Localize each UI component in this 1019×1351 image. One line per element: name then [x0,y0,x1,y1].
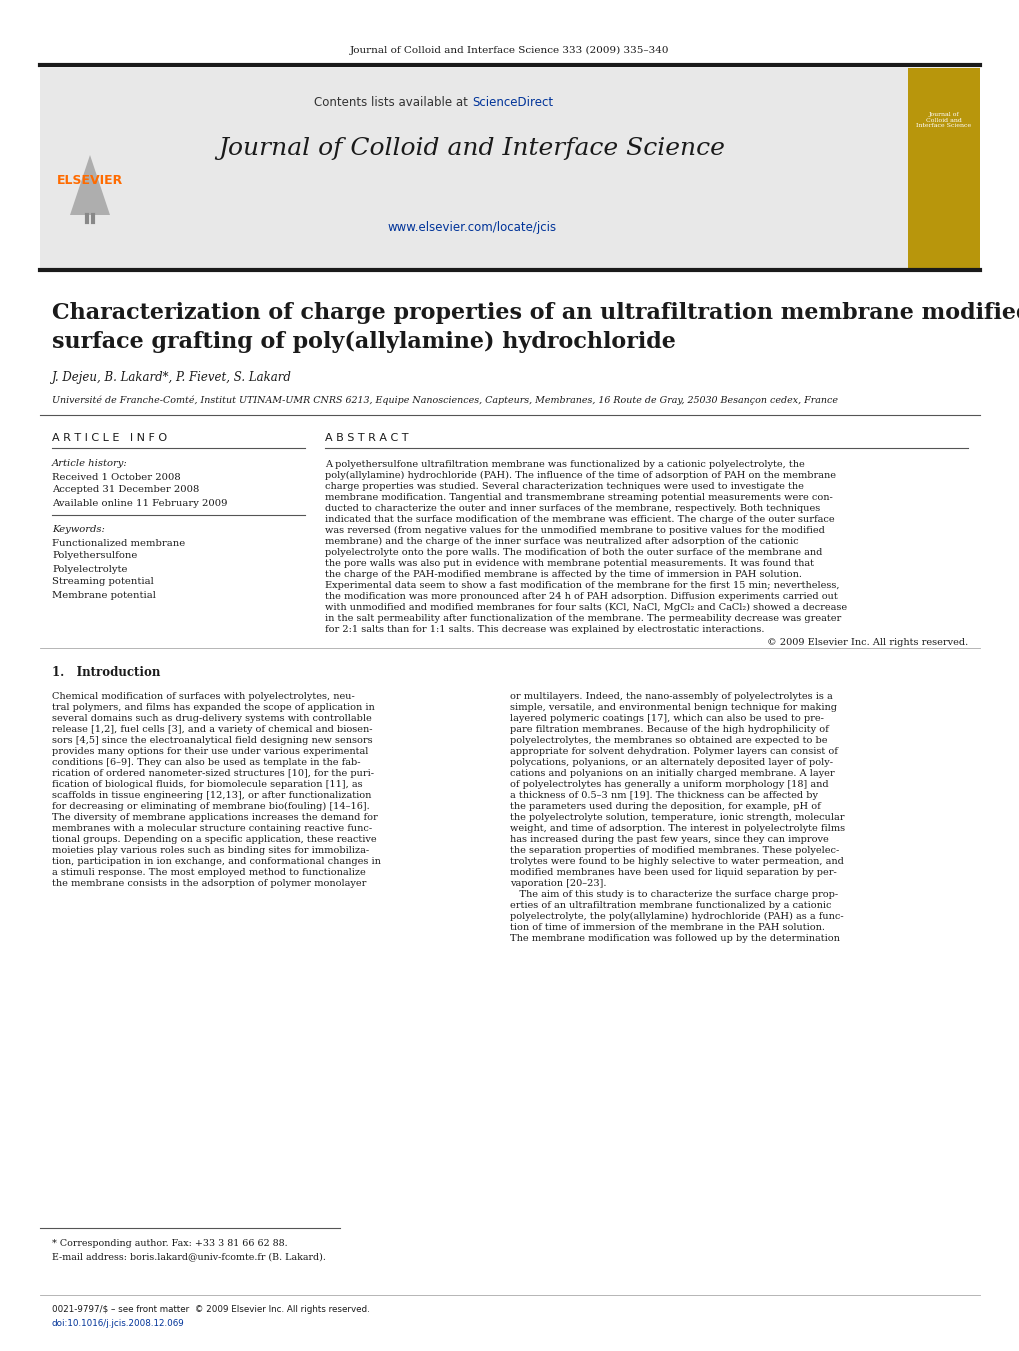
Text: poly(allylamine) hydrochloride (PAH). The influence of the time of adsorption of: poly(allylamine) hydrochloride (PAH). Th… [325,471,836,480]
Text: A B S T R A C T: A B S T R A C T [325,434,408,443]
Text: of polyelectrolytes has generally a uniform morphology [18] and: of polyelectrolytes has generally a unif… [510,780,827,789]
Text: ducted to characterize the outer and inner surfaces of the membrane, respectivel: ducted to characterize the outer and inn… [325,504,819,513]
Text: or multilayers. Indeed, the nano-assembly of polyelectrolytes is a: or multilayers. Indeed, the nano-assembl… [510,692,832,701]
Text: * Corresponding author. Fax: +33 3 81 66 62 88.: * Corresponding author. Fax: +33 3 81 66… [52,1239,287,1247]
Text: for 2:1 salts than for 1:1 salts. This decrease was explained by electrostatic i: for 2:1 salts than for 1:1 salts. This d… [325,626,764,634]
Text: pare filtration membranes. Because of the high hydrophilicity of: pare filtration membranes. Because of th… [510,725,828,734]
Text: Available online 11 February 2009: Available online 11 February 2009 [52,499,227,508]
Text: cations and polyanions on an initially charged membrane. A layer: cations and polyanions on an initially c… [510,769,834,778]
Text: The membrane modification was followed up by the determination: The membrane modification was followed u… [510,934,839,943]
Text: a stimuli response. The most employed method to functionalize: a stimuli response. The most employed me… [52,867,366,877]
Text: provides many options for their use under various experimental: provides many options for their use unde… [52,747,368,757]
Text: A R T I C L E   I N F O: A R T I C L E I N F O [52,434,167,443]
Text: charge properties was studied. Several characterization techniques were used to : charge properties was studied. Several c… [325,482,803,490]
Text: the polyelectrolyte solution, temperature, ionic strength, molecular: the polyelectrolyte solution, temperatur… [510,813,844,821]
Text: sors [4,5] since the electroanalytical field designing new sensors: sors [4,5] since the electroanalytical f… [52,736,372,744]
Text: doi:10.1016/j.jcis.2008.12.069: doi:10.1016/j.jcis.2008.12.069 [52,1319,184,1328]
Polygon shape [70,155,110,215]
Text: www.elsevier.com/locate/jcis: www.elsevier.com/locate/jcis [387,222,556,235]
Text: Journal of Colloid and Interface Science 333 (2009) 335–340: Journal of Colloid and Interface Science… [350,46,669,54]
Text: the modification was more pronounced after 24 h of PAH adsorption. Diffusion exp: the modification was more pronounced aft… [325,592,837,601]
Text: layered polymeric coatings [17], which can also be used to pre-: layered polymeric coatings [17], which c… [510,713,823,723]
Text: for decreasing or eliminating of membrane bio(fouling) [14–16].: for decreasing or eliminating of membran… [52,802,370,811]
Text: appropriate for solvent dehydration. Polymer layers can consist of: appropriate for solvent dehydration. Pol… [510,747,837,757]
Text: polyelectrolyte, the poly(allylamine) hydrochloride (PAH) as a func-: polyelectrolyte, the poly(allylamine) hy… [510,912,843,921]
Text: was reversed (from negative values for the unmodified membrane to positive value: was reversed (from negative values for t… [325,526,824,535]
Text: 0021-9797/$ – see front matter  © 2009 Elsevier Inc. All rights reserved.: 0021-9797/$ – see front matter © 2009 El… [52,1305,370,1313]
Text: J. Dejeu, B. Lakard*, P. Fievet, S. Lakard: J. Dejeu, B. Lakard*, P. Fievet, S. Laka… [52,372,291,385]
Text: has increased during the past few years, since they can improve: has increased during the past few years,… [510,835,828,844]
Text: A polyethersulfone ultrafiltration membrane was functionalized by a cationic pol: A polyethersulfone ultrafiltration membr… [325,459,804,469]
Text: fication of biological fluids, for biomolecule separation [11], as: fication of biological fluids, for biomo… [52,780,363,789]
Text: several domains such as drug-delivery systems with controllable: several domains such as drug-delivery sy… [52,713,371,723]
Text: release [1,2], fuel cells [3], and a variety of chemical and biosen-: release [1,2], fuel cells [3], and a var… [52,725,372,734]
Text: simple, versatile, and environmental benign technique for making: simple, versatile, and environmental ben… [510,703,837,712]
Text: tional groups. Depending on a specific application, these reactive: tional groups. Depending on a specific a… [52,835,376,844]
Text: weight, and time of adsorption. The interest in polyelectrolyte films: weight, and time of adsorption. The inte… [510,824,845,834]
Text: trolytes were found to be highly selective to water permeation, and: trolytes were found to be highly selecti… [510,857,843,866]
Text: conditions [6–9]. They can also be used as template in the fab-: conditions [6–9]. They can also be used … [52,758,360,767]
Text: with unmodified and modified membranes for four salts (KCl, NaCl, MgCl₂ and CaCl: with unmodified and modified membranes f… [325,603,847,612]
Text: membranes with a molecular structure containing reactive func-: membranes with a molecular structure con… [52,824,372,834]
Text: erties of an ultrafiltration membrane functionalized by a cationic: erties of an ultrafiltration membrane fu… [510,901,830,911]
Text: membrane modification. Tangential and transmembrane streaming potential measurem: membrane modification. Tangential and tr… [325,493,832,503]
Text: rication of ordered nanometer-sized structures [10], for the puri-: rication of ordered nanometer-sized stru… [52,769,374,778]
Text: vaporation [20–23].: vaporation [20–23]. [510,880,606,888]
Text: The diversity of membrane applications increases the demand for: The diversity of membrane applications i… [52,813,377,821]
Text: Journal of
Colloid and
Interface Science: Journal of Colloid and Interface Science [915,112,971,128]
Text: surface grafting of poly(allylamine) hydrochloride: surface grafting of poly(allylamine) hyd… [52,331,676,353]
Text: modified membranes have been used for liquid separation by per-: modified membranes have been used for li… [510,867,836,877]
Text: moieties play various roles such as binding sites for immobiliza-: moieties play various roles such as bind… [52,846,369,855]
Text: Polyethersulfone: Polyethersulfone [52,551,138,561]
Text: © 2009 Elsevier Inc. All rights reserved.: © 2009 Elsevier Inc. All rights reserved… [766,638,967,647]
Text: the pore walls was also put in evidence with membrane potential measurements. It: the pore walls was also put in evidence … [325,559,813,567]
Text: ScienceDirect: ScienceDirect [472,96,552,108]
Text: a thickness of 0.5–3 nm [19]. The thickness can be affected by: a thickness of 0.5–3 nm [19]. The thickn… [510,790,817,800]
Text: Received 1 October 2008: Received 1 October 2008 [52,473,180,481]
Text: Université de Franche-Comté, Institut UTINAM-UMR CNRS 6213, Equipe Nanosciences,: Université de Franche-Comté, Institut UT… [52,396,838,405]
Text: tion of time of immersion of the membrane in the PAH solution.: tion of time of immersion of the membran… [510,923,824,932]
Text: membrane) and the charge of the inner surface was neutralized after adsorption o: membrane) and the charge of the inner su… [325,536,798,546]
Text: polyelectrolytes, the membranes so obtained are expected to be: polyelectrolytes, the membranes so obtai… [510,736,826,744]
Text: tion, participation in ion exchange, and conformational changes in: tion, participation in ion exchange, and… [52,857,380,866]
Text: E-mail address: boris.lakard@univ-fcomte.fr (B. Lakard).: E-mail address: boris.lakard@univ-fcomte… [52,1252,325,1262]
Text: Membrane potential: Membrane potential [52,590,156,600]
Text: Contents lists available at: Contents lists available at [314,96,472,108]
Text: the charge of the PAH-modified membrane is affected by the time of immersion in : the charge of the PAH-modified membrane … [325,570,801,580]
Text: Polyelectrolyte: Polyelectrolyte [52,565,127,574]
Bar [40,68,907,267]
Text: Keywords:: Keywords: [52,524,105,534]
Text: ELSEVIER: ELSEVIER [57,173,123,186]
Text: Experimental data seem to show a fast modification of the membrane for the first: Experimental data seem to show a fast mo… [325,581,839,590]
Text: scaffolds in tissue engineering [12,13], or after functionalization: scaffolds in tissue engineering [12,13],… [52,790,371,800]
Text: Functionalized membrane: Functionalized membrane [52,539,185,547]
Text: Article history:: Article history: [52,458,127,467]
Text: Accepted 31 December 2008: Accepted 31 December 2008 [52,485,199,494]
Bar [907,68,979,267]
Text: Characterization of charge properties of an ultrafiltration membrane modified by: Characterization of charge properties of… [52,303,1019,324]
Text: the parameters used during the deposition, for example, pH of: the parameters used during the depositio… [510,802,820,811]
Text: polycations, polyanions, or an alternately deposited layer of poly-: polycations, polyanions, or an alternate… [510,758,833,767]
Text: The aim of this study is to characterize the surface charge prop-: The aim of this study is to characterize… [510,890,838,898]
Text: indicated that the surface modification of the membrane was efficient. The charg: indicated that the surface modification … [325,515,834,524]
Text: polyelectrolyte onto the pore walls. The modification of both the outer surface : polyelectrolyte onto the pore walls. The… [325,549,821,557]
Text: Streaming potential: Streaming potential [52,577,154,586]
Text: tral polymers, and films has expanded the scope of application in: tral polymers, and films has expanded th… [52,703,374,712]
Text: Chemical modification of surfaces with polyelectrolytes, neu-: Chemical modification of surfaces with p… [52,692,355,701]
Text: the separation properties of modified membranes. These polyelec-: the separation properties of modified me… [510,846,839,855]
Text: in the salt permeability after functionalization of the membrane. The permeabili: in the salt permeability after functiona… [325,613,841,623]
Text: Journal of Colloid and Interface Science: Journal of Colloid and Interface Science [218,136,725,159]
Text: the membrane consists in the adsorption of polymer monolayer: the membrane consists in the adsorption … [52,880,366,888]
Text: 1.   Introduction: 1. Introduction [52,666,160,680]
